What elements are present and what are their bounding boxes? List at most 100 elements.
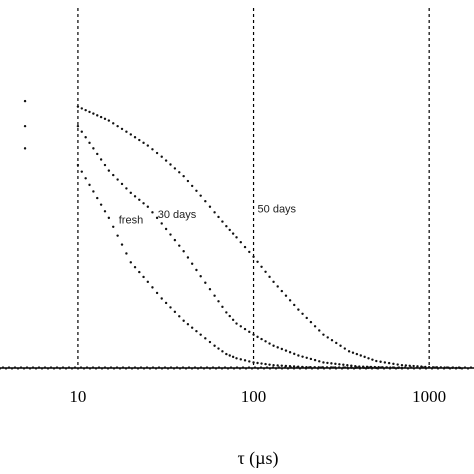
baseline-dot	[218, 366, 220, 369]
baseline-dot	[224, 366, 226, 369]
data-point-30-days	[252, 333, 255, 336]
baseline-dot	[233, 367, 235, 370]
baseline-dot	[50, 366, 52, 369]
data-point-fresh	[190, 326, 194, 329]
data-point-30-days	[239, 325, 242, 328]
data-point-50-days	[447, 366, 450, 369]
data-point-30-days	[342, 363, 345, 366]
data-point-50-days	[160, 155, 163, 158]
baseline-dot	[71, 367, 73, 370]
data-point-50-days	[221, 220, 224, 223]
data-point-50-days	[339, 344, 342, 347]
data-point-30-days	[385, 366, 388, 369]
data-point-30-days	[76, 124, 80, 128]
baseline-dot	[122, 366, 124, 369]
data-point-30-days	[358, 365, 361, 368]
data-point-fresh	[346, 366, 349, 369]
baseline-dot	[152, 366, 154, 369]
data-point-fresh	[178, 315, 181, 318]
data-point-30-days	[326, 361, 329, 365]
baseline-dot	[245, 367, 247, 370]
data-point-fresh	[199, 333, 202, 336]
data-point-fresh	[217, 347, 220, 350]
data-point-fresh	[213, 344, 216, 347]
data-point-30-days	[133, 195, 137, 198]
baseline-dot	[320, 366, 322, 369]
data-point-50-days	[84, 108, 87, 112]
baseline-dot	[200, 366, 202, 369]
data-point-30-days	[160, 222, 163, 225]
data-point-fresh	[138, 270, 141, 274]
data-point-50-days	[347, 350, 351, 353]
data-point-30-days	[195, 268, 198, 272]
data-point-30-days	[305, 356, 308, 360]
data-point-30-days	[99, 158, 103, 161]
baseline-dot	[0, 367, 1, 370]
data-point-30-days	[284, 349, 288, 352]
baseline-dot	[425, 367, 427, 370]
baseline-dot	[248, 366, 250, 369]
baseline-dot	[98, 366, 100, 369]
x-tick-labels: 10 100 1000	[69, 387, 446, 406]
data-point-50-days	[431, 366, 435, 369]
data-point-50-days	[103, 117, 107, 121]
data-point-fresh	[313, 366, 316, 369]
data-point-50-days	[284, 294, 288, 297]
data-point-30-days	[389, 366, 392, 369]
baseline-dot	[254, 366, 256, 369]
baseline-dot	[14, 366, 16, 369]
data-point-fresh	[301, 365, 304, 369]
baseline-dot	[266, 366, 268, 369]
data-point-fresh	[204, 337, 207, 340]
baseline-dot	[206, 366, 208, 369]
data-point-fresh	[160, 297, 163, 300]
data-point-fresh	[129, 261, 132, 264]
baseline-dot	[257, 367, 259, 370]
data-point-30-days	[116, 178, 119, 181]
data-point-50-days	[204, 200, 207, 203]
baseline-dot	[2, 366, 4, 369]
baseline-dot	[11, 367, 13, 370]
data-point-30-days	[373, 365, 377, 369]
data-point-50-days	[107, 119, 111, 122]
data-point-50-days	[88, 110, 91, 114]
data-point-fresh	[225, 352, 228, 356]
data-point-fresh	[235, 357, 238, 360]
data-point-50-days	[133, 136, 137, 139]
data-point-fresh	[256, 361, 259, 365]
data-point-30-days	[396, 366, 400, 370]
data-point-fresh	[268, 363, 271, 366]
data-point-30-days	[178, 244, 181, 247]
baseline-dot	[92, 366, 94, 369]
data-point-30-days	[213, 294, 216, 297]
data-point-fresh	[116, 234, 119, 237]
data-point-30-days	[182, 250, 185, 253]
baseline-dot	[140, 366, 142, 369]
data-point-30-days	[288, 351, 292, 354]
data-point-50-days	[239, 241, 242, 244]
data-point-fresh	[231, 355, 235, 359]
data-point-30-days	[393, 366, 396, 369]
baseline-dot	[95, 367, 97, 370]
data-point-50-days	[435, 366, 439, 369]
data-point-50-days	[387, 361, 391, 365]
baseline-dot	[155, 367, 157, 370]
data-point-30-days	[264, 340, 267, 343]
data-point-fresh	[243, 359, 247, 362]
data-point-50-days	[318, 329, 321, 332]
data-point-30-days	[313, 358, 317, 362]
data-point-50-days	[330, 339, 334, 342]
data-point-50-days	[451, 366, 454, 369]
baseline-dot	[170, 366, 172, 369]
data-point-50-days	[252, 255, 255, 258]
data-point-30-days	[354, 364, 357, 368]
data-point-30-days	[276, 346, 279, 349]
data-point-fresh	[284, 364, 288, 368]
data-point-fresh	[305, 365, 308, 369]
data-point-50-days	[228, 228, 231, 232]
data-point-30-days	[235, 322, 238, 325]
data-point-50-days	[248, 250, 251, 254]
baseline-dot	[104, 366, 106, 369]
baseline-dot	[242, 366, 244, 369]
baseline-dot	[161, 367, 163, 370]
